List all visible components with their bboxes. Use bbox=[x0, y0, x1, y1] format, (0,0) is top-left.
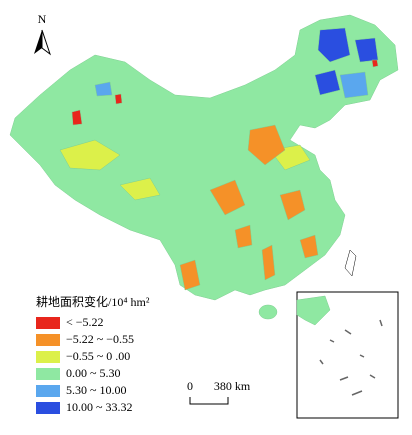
legend: 耕地面积变化/10⁴ hm² < −5.22 −5.22 ~ −0.55 −0.55… bbox=[36, 294, 150, 414]
scale-start: 0 bbox=[187, 379, 193, 393]
north-label: N bbox=[38, 12, 47, 26]
legend-swatch bbox=[36, 317, 60, 329]
legend-label: 5.30 ~ 10.00 bbox=[66, 383, 127, 397]
legend-swatch bbox=[36, 334, 60, 346]
legend-label: < −5.22 bbox=[66, 315, 104, 329]
legend-label: −0.55 ~ 0 .00 bbox=[66, 349, 130, 363]
inset bbox=[296, 291, 399, 419]
legend-swatch bbox=[36, 351, 60, 363]
china-map bbox=[9, 14, 399, 320]
legend-label: 0.00 ~ 5.30 bbox=[66, 366, 121, 380]
north-arrow: N bbox=[34, 12, 51, 56]
legend-label: −5.22 ~ −0.55 bbox=[66, 332, 134, 346]
legend-title: 耕地面积变化/10⁴ hm² bbox=[36, 294, 150, 309]
scale-end: 380 km bbox=[214, 379, 251, 393]
legend-swatch bbox=[36, 368, 60, 380]
scale-bar: 0 380 km bbox=[187, 379, 251, 405]
legend-label: 10.00 ~ 33.32 bbox=[66, 400, 133, 414]
legend-swatch bbox=[36, 385, 60, 397]
legend-swatch bbox=[36, 402, 60, 414]
